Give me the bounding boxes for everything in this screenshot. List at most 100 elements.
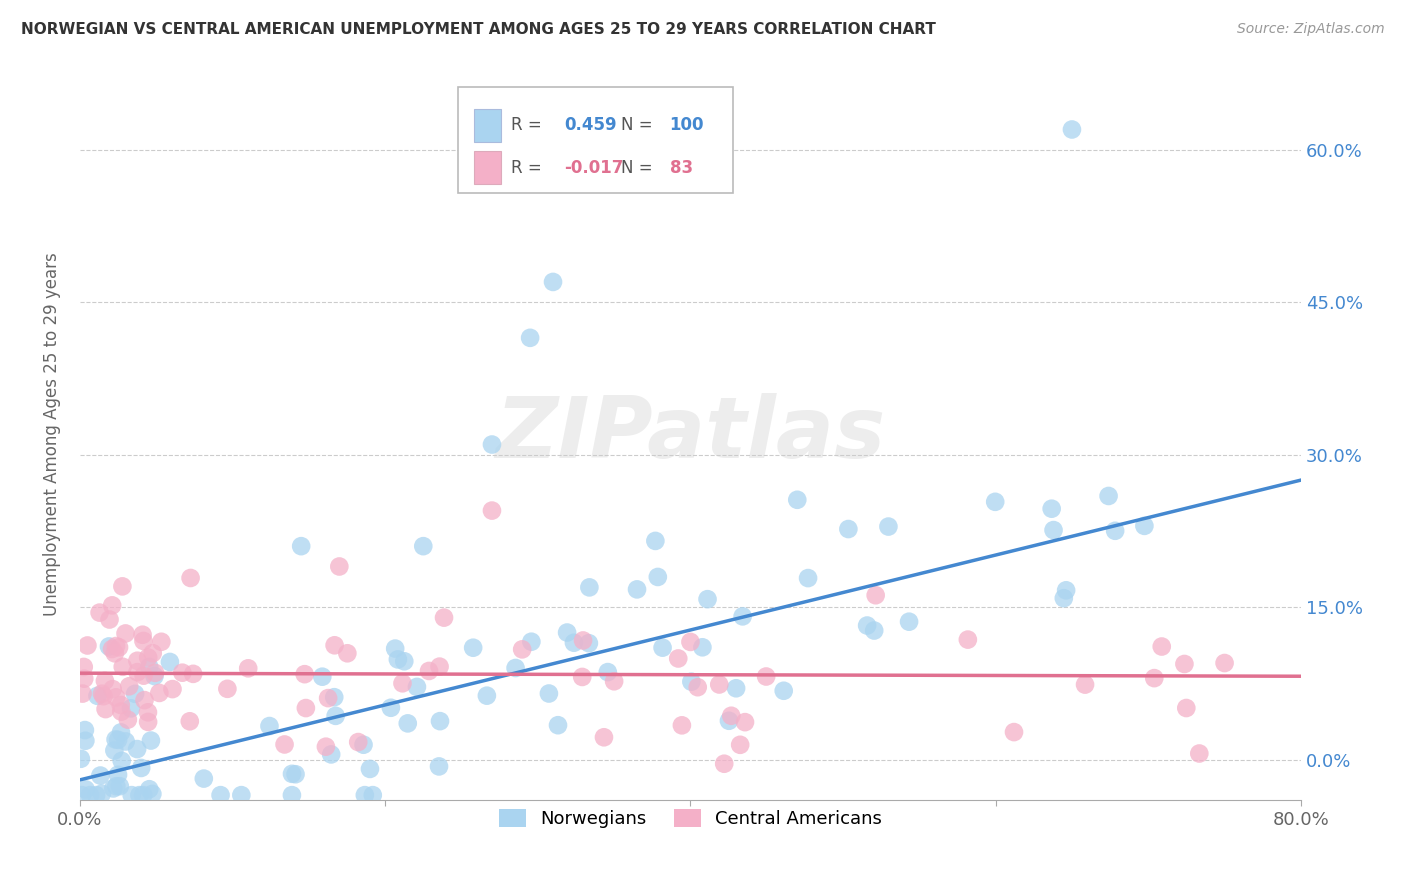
Point xyxy=(121,788,143,802)
Point xyxy=(281,767,304,781)
Point xyxy=(193,772,215,786)
Point xyxy=(865,588,887,602)
Point xyxy=(328,559,350,574)
Point xyxy=(101,599,124,613)
Point xyxy=(114,626,136,640)
Point xyxy=(347,735,370,749)
Point xyxy=(93,689,115,703)
Point xyxy=(755,669,778,683)
Point xyxy=(180,571,202,585)
Point xyxy=(481,503,503,517)
Point xyxy=(541,275,564,289)
Point xyxy=(429,714,451,728)
Point xyxy=(709,677,731,691)
Point xyxy=(481,437,503,451)
Point xyxy=(353,788,375,802)
Point xyxy=(321,747,343,762)
Text: NORWEGIAN VS CENTRAL AMERICAN UNEMPLOYMENT AMONG AGES 25 TO 29 YEARS CORRELATION: NORWEGIAN VS CENTRAL AMERICAN UNEMPLOYME… xyxy=(21,22,936,37)
Text: N =: N = xyxy=(621,159,658,177)
Point xyxy=(142,646,165,660)
Point xyxy=(692,640,714,655)
Point xyxy=(73,672,96,686)
Point xyxy=(1002,725,1025,739)
Point xyxy=(898,615,921,629)
Point xyxy=(394,654,416,668)
Point xyxy=(391,676,413,690)
Point xyxy=(725,681,748,696)
Point xyxy=(143,669,166,683)
Point xyxy=(111,579,134,593)
Point xyxy=(110,725,132,739)
Legend: Norwegians, Central Americans: Norwegians, Central Americans xyxy=(492,801,889,835)
Point xyxy=(1133,519,1156,533)
Point xyxy=(666,651,689,665)
Point xyxy=(505,661,527,675)
Point xyxy=(124,687,146,701)
Point xyxy=(238,661,260,675)
Point xyxy=(731,609,754,624)
Point xyxy=(104,732,127,747)
Point xyxy=(162,682,184,697)
Point xyxy=(734,715,756,730)
Point xyxy=(134,693,156,707)
Point xyxy=(578,580,600,594)
Point xyxy=(259,719,281,733)
Point xyxy=(107,732,129,747)
Point xyxy=(681,674,703,689)
Text: 0.459: 0.459 xyxy=(565,116,617,134)
Point xyxy=(418,664,440,678)
Point xyxy=(717,714,740,728)
Point xyxy=(104,646,127,660)
Point xyxy=(359,762,381,776)
Point xyxy=(141,787,163,801)
Point xyxy=(89,606,111,620)
Point xyxy=(596,665,619,679)
Point xyxy=(84,788,107,802)
Point xyxy=(671,718,693,732)
Point xyxy=(97,640,120,654)
Point xyxy=(117,713,139,727)
Point xyxy=(70,788,93,802)
Point xyxy=(111,660,134,674)
Point xyxy=(294,667,316,681)
Point xyxy=(412,539,434,553)
Point xyxy=(323,690,346,705)
Point xyxy=(114,734,136,748)
Bar xyxy=(474,151,501,184)
Point xyxy=(148,686,170,700)
Point xyxy=(94,673,117,688)
Bar xyxy=(474,109,501,142)
Point xyxy=(1042,523,1064,537)
Point xyxy=(281,788,304,802)
Point xyxy=(98,613,121,627)
Point xyxy=(336,646,359,660)
Point xyxy=(127,654,149,668)
Point xyxy=(1143,671,1166,685)
Point xyxy=(353,738,375,752)
Point xyxy=(720,708,742,723)
Point xyxy=(1054,583,1077,598)
Point xyxy=(136,650,159,665)
Point xyxy=(361,788,384,802)
Text: -0.017: -0.017 xyxy=(565,159,624,177)
Point xyxy=(593,731,616,745)
Point xyxy=(73,660,96,674)
Point xyxy=(159,655,181,669)
Point xyxy=(139,733,162,747)
Point xyxy=(728,738,751,752)
Point xyxy=(136,706,159,720)
Point xyxy=(231,788,253,802)
Point xyxy=(108,640,131,655)
Point xyxy=(1173,657,1195,671)
Point xyxy=(76,639,98,653)
Point xyxy=(384,641,406,656)
Point xyxy=(1175,701,1198,715)
Text: 83: 83 xyxy=(669,159,693,177)
Text: R =: R = xyxy=(510,116,547,134)
Point xyxy=(475,689,498,703)
Point xyxy=(143,665,166,680)
Point xyxy=(713,756,735,771)
Point xyxy=(172,665,194,680)
Point xyxy=(772,683,794,698)
Point xyxy=(103,781,125,796)
